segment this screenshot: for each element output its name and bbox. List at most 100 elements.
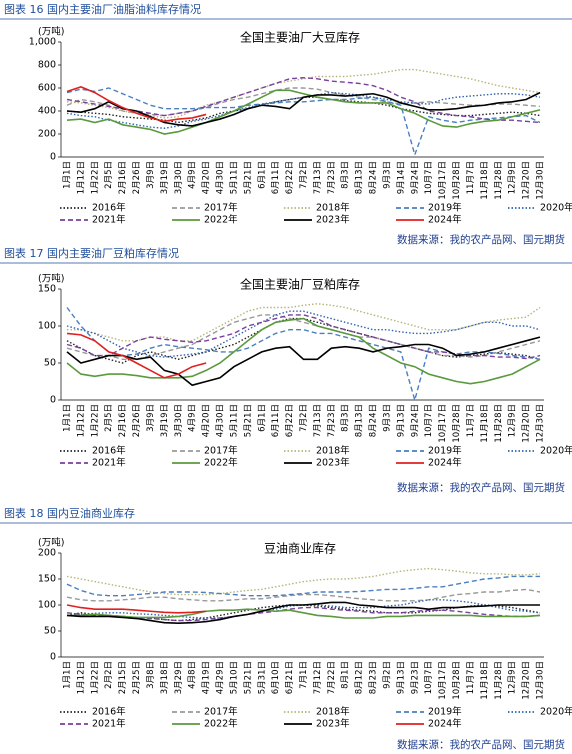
x-tick-label: 2月5日 [104,161,114,189]
series-line [67,608,541,619]
y-tick-label: 50 [44,358,56,369]
x-tick-label: 5月21日 [243,404,253,437]
x-tick-label: 10月28日 [452,661,462,700]
y-tick-label: 600 [38,83,56,94]
figure-title: 图表 16 国内主要油厂油脂油料库存情况 [4,2,201,16]
x-tick-label: 7月13日 [313,161,323,194]
legend-label: 2021年 [92,214,126,226]
x-tick-label: 10月17日 [438,661,448,700]
x-tick-label: 3月8日 [146,661,156,689]
y-axis-label: (万吨) [38,26,64,38]
y-tick-label: 0 [50,152,56,163]
x-tick-label: 12月30日 [536,404,546,443]
x-tick-label: 3月9日 [146,161,156,189]
x-tick-label: 8月3日 [341,161,351,189]
x-tick-label: 3月30日 [174,161,184,194]
legend-label: 2020年 [540,706,572,718]
x-tick-label: 6月11日 [271,404,281,437]
x-tick-label: 4月9日 [188,404,198,432]
x-tick-label: 9月14日 [396,161,406,194]
x-tick-label: 11月7日 [466,404,476,437]
x-tick-label: 1月22日 [90,661,100,694]
series-line [66,575,540,597]
legend-label: 2022年 [204,718,238,730]
series-line [66,588,541,602]
series-line [66,606,541,622]
x-tick-label: 6月11日 [271,161,281,194]
series-line [66,91,541,127]
x-tick-label: 3月9日 [146,404,156,432]
legend-label: 2024年 [428,214,462,226]
x-tick-label: 9月24日 [410,161,420,194]
chart-title: 全国主要油厂大豆库存 [240,30,360,45]
x-tick-label: 8月13日 [355,161,365,194]
legend-label: 2021年 [92,457,126,469]
legend-label: 2021年 [92,718,126,730]
legend-label: 2018年 [316,706,350,718]
x-tick-label: 11月7日 [466,161,476,194]
x-tick-label: 2月15日 [118,661,128,694]
legend-label: 2022年 [204,457,238,469]
x-tick-label: 9月23日 [410,661,420,694]
x-tick-label: 11月18日 [480,161,490,200]
x-tick-label: 12月9日 [508,661,518,694]
x-tick-label: 10月7日 [424,404,434,437]
legend-label: 2023年 [316,718,350,730]
series-line [66,314,541,360]
y-tick-label: 0 [50,652,56,663]
x-tick-label: 2月2日 [104,661,114,689]
series-line [66,336,541,387]
x-tick-label: 4月29日 [216,661,226,694]
x-tick-label: 8月24日 [369,404,379,437]
legend-label: 2017年 [204,706,238,718]
x-tick-label: 7月2日 [299,404,309,432]
series-line [66,307,541,403]
series-line [66,601,540,625]
source-note: 数据来源：我的农产品网、国元期货 [397,233,565,246]
x-tick-label: 11月28日 [494,161,504,200]
x-tick-label: 3月30日 [174,404,184,437]
x-tick-label: 2月16日 [118,161,128,194]
series-line [66,76,541,124]
x-tick-label: 10月28日 [452,404,462,443]
x-tick-label: 2月5日 [104,404,114,432]
x-tick-label: 7月12日 [313,661,323,694]
x-tick-label: 12月20日 [522,661,532,700]
x-tick-label: 10月17日 [438,404,448,443]
series-line [66,332,207,379]
x-tick-label: 5月31日 [257,661,267,694]
x-tick-label: 12月9日 [508,161,518,194]
x-tick-label: 4月9日 [188,161,198,189]
x-tick-label: 12月9日 [508,404,518,437]
x-tick-label: 2月25日 [132,661,142,694]
legend-label: 2020年 [540,445,572,457]
figure-title: 图表 17 国内主要油厂豆粕库存情况 [4,246,179,260]
series-line [66,310,541,358]
x-tick-label: 10月28日 [452,161,462,200]
series-line [66,567,541,596]
chart-title: 全国主要油厂豆粕库存 [240,277,360,292]
x-tick-label: 1月12日 [76,161,86,194]
x-tick-label: 12月20日 [522,161,532,200]
y-axis-label: (万吨) [38,273,64,285]
x-tick-label: 11月28日 [494,661,504,700]
legend-label: 2024年 [428,457,462,469]
x-tick-label: 1月22日 [90,404,100,437]
x-tick-label: 9月2日 [382,661,392,689]
legend-label: 2017年 [204,202,238,214]
x-tick-label: 7月1日 [299,661,309,689]
x-tick-label: 11月7日 [466,661,476,694]
legend-label: 2023年 [316,214,350,226]
x-tick-label: 8月24日 [369,161,379,194]
x-tick-label: 6月22日 [285,404,295,437]
series-line [67,303,541,342]
legend-label: 2019年 [428,706,462,718]
x-tick-label: 11月28日 [494,404,504,443]
y-tick-label: 200 [38,129,56,140]
x-tick-label: 4月20日 [202,404,212,437]
y-tick-label: 800 [38,60,56,71]
x-tick-label: 8月13日 [355,404,365,437]
x-tick-label: 12月20日 [522,404,532,443]
x-tick-label: 6月21日 [285,661,295,694]
